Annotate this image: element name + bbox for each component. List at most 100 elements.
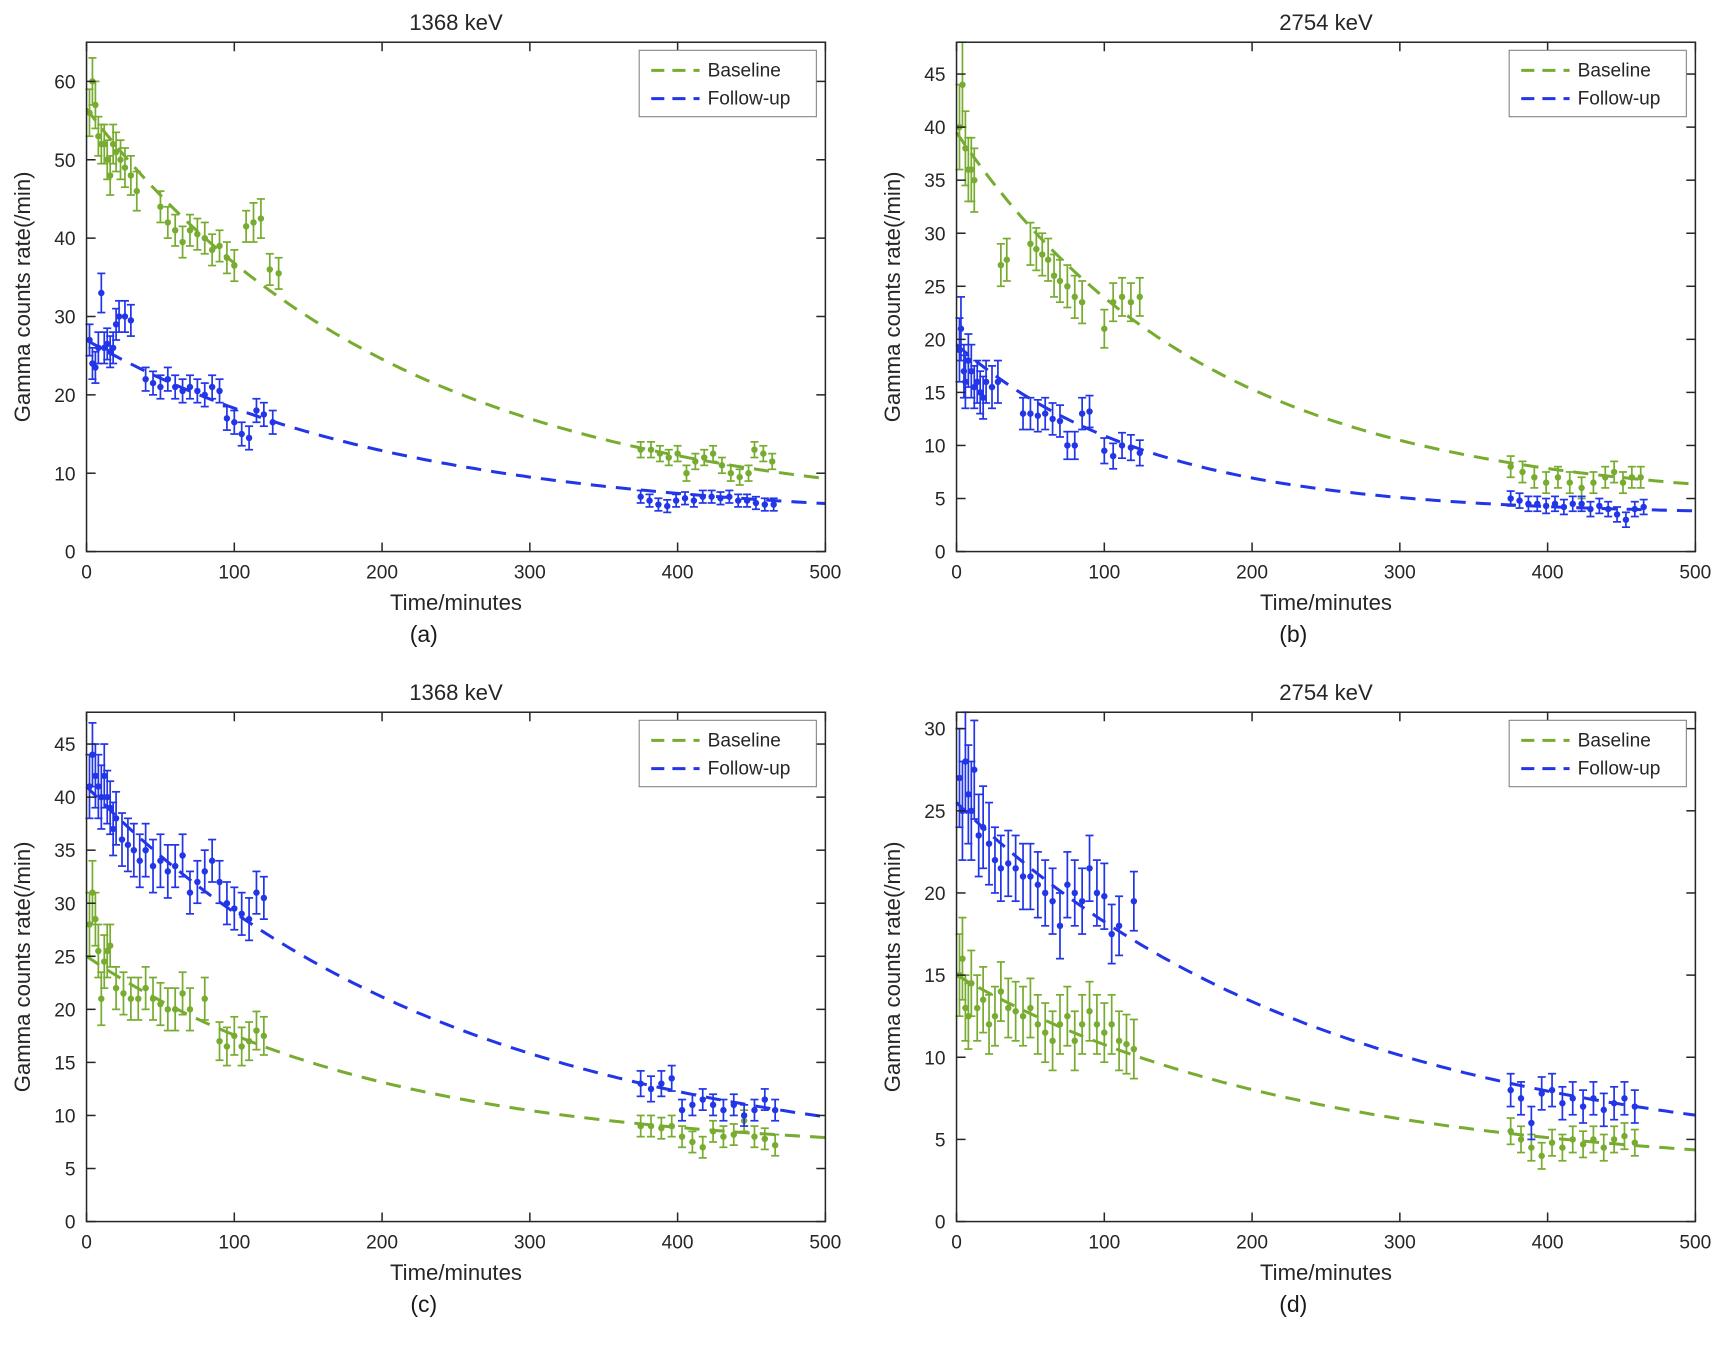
followup-fit-line bbox=[955, 343, 1695, 513]
followup-marker bbox=[1056, 417, 1063, 425]
baseline-marker bbox=[768, 458, 776, 465]
followup-marker bbox=[1130, 897, 1137, 905]
baseline-marker bbox=[1506, 463, 1514, 470]
followup-marker bbox=[967, 367, 975, 375]
followup-marker bbox=[761, 1096, 769, 1103]
y-tick-label: 45 bbox=[54, 735, 75, 756]
followup-marker bbox=[1041, 889, 1048, 897]
y-tick-label: 40 bbox=[924, 118, 945, 139]
y-tick-label: 0 bbox=[934, 1213, 945, 1234]
baseline-marker bbox=[179, 238, 186, 246]
baseline-marker bbox=[1589, 479, 1597, 486]
baseline-marker bbox=[1558, 1144, 1566, 1151]
followup-marker bbox=[967, 807, 975, 815]
y-tick-label: 15 bbox=[54, 1053, 75, 1074]
followup-marker bbox=[223, 900, 231, 907]
followup-marker bbox=[109, 344, 117, 352]
followup-marker bbox=[118, 836, 126, 843]
followup-marker bbox=[1506, 495, 1514, 502]
baseline-marker bbox=[101, 958, 108, 965]
followup-marker bbox=[961, 378, 969, 386]
baseline-marker bbox=[979, 996, 986, 1003]
baseline-marker bbox=[1011, 1008, 1019, 1015]
x-tick-label: 0 bbox=[951, 563, 962, 584]
followup-marker bbox=[771, 1106, 779, 1114]
followup-marker bbox=[1019, 873, 1026, 880]
baseline-marker bbox=[104, 947, 111, 955]
followup-marker bbox=[690, 497, 698, 504]
followup-marker bbox=[1620, 1095, 1628, 1102]
baseline-marker bbox=[1136, 293, 1143, 301]
baseline-marker bbox=[647, 446, 655, 453]
followup-marker bbox=[238, 430, 245, 438]
followup-marker bbox=[201, 391, 208, 399]
baseline-marker bbox=[157, 1000, 164, 1008]
legend-box bbox=[1508, 719, 1687, 788]
y-axis-label: Gamma counts rate(/min) bbox=[10, 841, 35, 1092]
y-tick-label: 35 bbox=[924, 171, 945, 192]
baseline-marker bbox=[95, 133, 102, 140]
baseline-marker bbox=[164, 1006, 172, 1013]
baseline-marker bbox=[637, 1122, 644, 1130]
baseline-marker bbox=[997, 261, 1004, 269]
followup-marker bbox=[668, 1075, 675, 1082]
followup-data-points bbox=[85, 272, 778, 514]
baseline-marker bbox=[171, 1006, 179, 1013]
chart-c-1368kev: 0 100 200 300 400 500 0 5 10 15 20 25 30 35 40 45 1368 k… bbox=[10, 680, 841, 1285]
legend: Baseline Follow-up bbox=[1508, 49, 1687, 118]
baseline-marker bbox=[231, 262, 238, 269]
baseline-marker bbox=[751, 446, 758, 453]
followup-data-points bbox=[954, 296, 1648, 529]
followup-marker bbox=[637, 493, 644, 500]
followup-marker bbox=[1078, 897, 1085, 905]
baseline-marker bbox=[117, 156, 124, 163]
baseline-marker bbox=[179, 990, 186, 997]
baseline-marker bbox=[157, 203, 164, 211]
baseline-marker bbox=[1100, 325, 1108, 332]
x-tick-label: 200 bbox=[1236, 1233, 1268, 1254]
baseline-marker bbox=[1003, 256, 1010, 263]
baseline-marker bbox=[1506, 1127, 1514, 1135]
baseline-marker bbox=[658, 1124, 665, 1132]
followup-marker bbox=[186, 889, 194, 896]
baseline-marker bbox=[1589, 1136, 1597, 1143]
chart-title: 1368 keV bbox=[409, 10, 503, 35]
y-tick-label: 25 bbox=[924, 277, 945, 298]
baseline-marker bbox=[958, 81, 966, 88]
baseline-marker bbox=[1056, 277, 1063, 285]
y-tick-label: 40 bbox=[54, 229, 75, 250]
followup-marker bbox=[970, 383, 977, 391]
baseline-marker bbox=[1620, 1132, 1628, 1140]
followup-marker bbox=[1011, 865, 1019, 872]
followup-marker bbox=[664, 502, 671, 510]
baseline-marker bbox=[1118, 293, 1125, 301]
followup-marker bbox=[92, 772, 99, 780]
baseline-marker bbox=[973, 1004, 980, 1012]
followup-marker bbox=[994, 378, 1001, 386]
x-axis-label: Time/minutes bbox=[1259, 1260, 1391, 1285]
baseline-marker bbox=[112, 984, 120, 992]
followup-marker bbox=[752, 499, 760, 507]
followup-marker bbox=[245, 915, 253, 923]
legend: Baseline Follow-up bbox=[638, 719, 817, 788]
followup-marker bbox=[86, 336, 93, 344]
followup-marker bbox=[699, 1096, 706, 1103]
baseline-marker bbox=[112, 148, 120, 156]
y-tick-label: 45 bbox=[924, 65, 945, 86]
followup-marker bbox=[1136, 449, 1143, 457]
y-tick-label: 15 bbox=[924, 383, 945, 404]
x-tick-label: 300 bbox=[514, 1233, 546, 1254]
followup-marker bbox=[973, 378, 980, 386]
baseline-marker bbox=[1601, 474, 1608, 481]
panel-a: 0 100 200 300 400 500 0 10 20 30 40 50 60 1368 keV Tim… bbox=[6, 8, 842, 676]
x-axis-label: Time/minutes bbox=[390, 1260, 522, 1285]
baseline-marker bbox=[1579, 1141, 1586, 1148]
legend-label-baseline: Baseline bbox=[1577, 60, 1650, 81]
followup-marker bbox=[970, 766, 977, 773]
x-tick-label: 400 bbox=[662, 1233, 694, 1254]
baseline-marker bbox=[164, 219, 172, 226]
followup-marker bbox=[142, 846, 149, 854]
followup-marker bbox=[1078, 410, 1085, 417]
followup-marker bbox=[1056, 922, 1063, 930]
baseline-marker bbox=[683, 469, 690, 477]
